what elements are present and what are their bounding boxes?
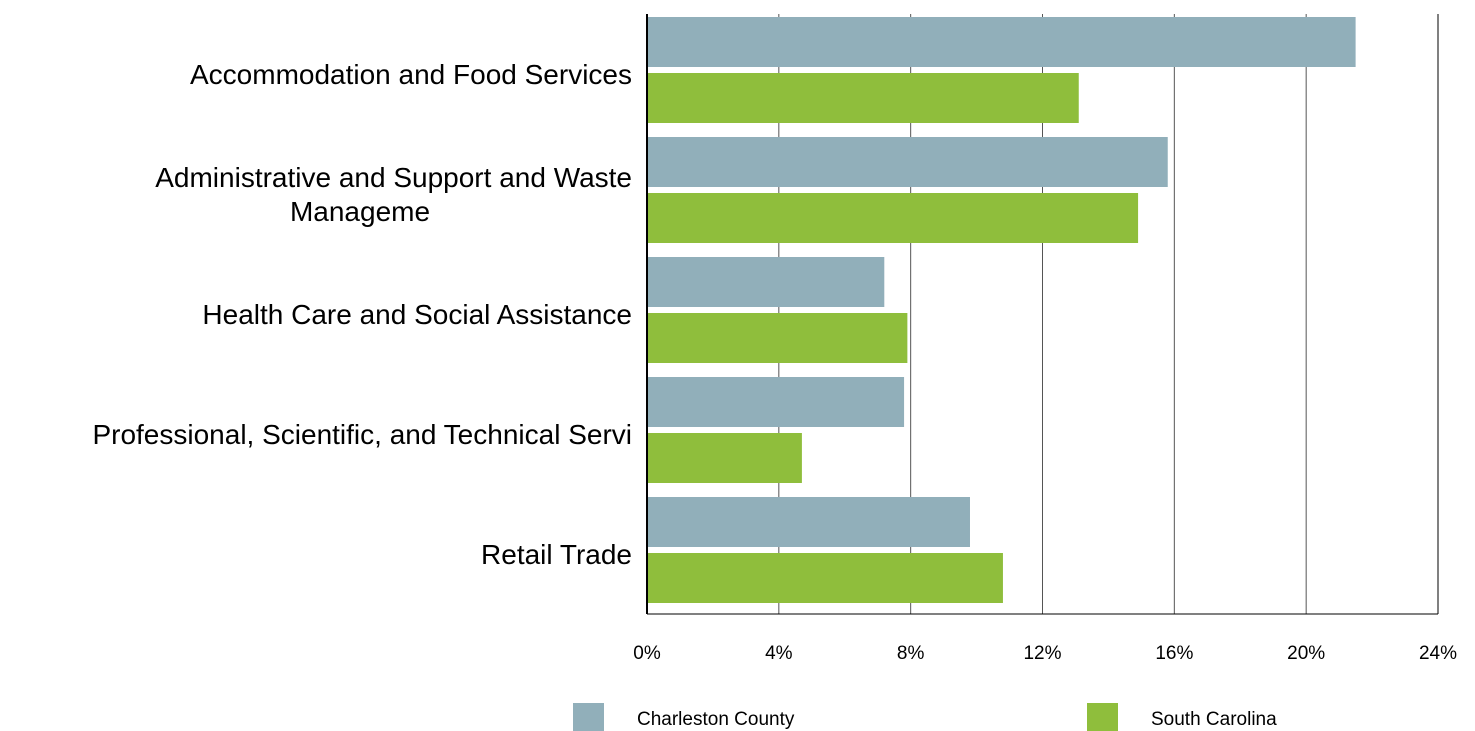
legend-label: South Carolina (1151, 709, 1277, 730)
bar-charleston-county (647, 137, 1168, 187)
x-tick-labels: 0% 4% 8% 12% 16% 20% 24% (633, 643, 1457, 664)
bars (647, 17, 1356, 603)
bar-south-carolina (647, 553, 1003, 603)
legend: Charleston County South Carolina (573, 703, 1277, 731)
bar-charleston-county (647, 257, 885, 307)
bar-charleston-county (647, 17, 1356, 67)
bar-south-carolina (647, 193, 1139, 243)
legend-swatch (1087, 703, 1118, 731)
bar-south-carolina (647, 433, 802, 483)
x-tick-label: 24% (1419, 643, 1457, 664)
x-tick-label: 12% (1023, 643, 1061, 664)
category-label: Professional, Scientific, and Technical … (92, 419, 632, 450)
bar-charleston-county (647, 377, 905, 427)
legend-label: Charleston County (637, 709, 795, 730)
legend-swatch (573, 703, 604, 731)
x-tick-label: 4% (765, 643, 793, 664)
x-tick-label: 8% (897, 643, 925, 664)
category-labels: Accommodation and Food Services Administr… (92, 59, 632, 570)
category-label: Retail Trade (481, 539, 632, 570)
bar-charleston-county (647, 497, 970, 547)
category-label: Administrative and Support and Waste (155, 162, 632, 193)
axes (646, 14, 1439, 615)
bar-south-carolina (647, 73, 1079, 123)
category-label: Health Care and Social Assistance (202, 299, 632, 330)
x-tick-label: 16% (1155, 643, 1193, 664)
x-tick-label: 0% (633, 643, 661, 664)
bar-south-carolina (647, 313, 908, 363)
x-tick-label: 20% (1287, 643, 1325, 664)
category-label-continued: Manageme (290, 196, 430, 227)
category-label: Accommodation and Food Services (190, 59, 632, 90)
